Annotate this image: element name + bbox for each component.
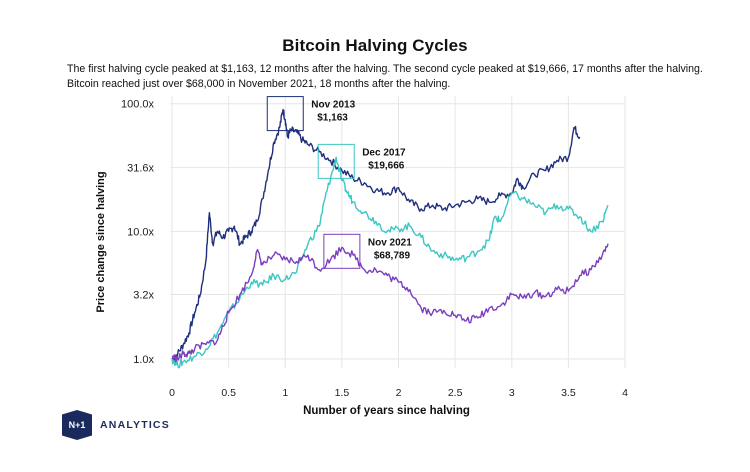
y-tick-label: 31.6x xyxy=(127,163,154,175)
chart-title: Bitcoin Halving Cycles xyxy=(282,36,468,55)
x-tick-label: 2.5 xyxy=(448,387,463,399)
x-tick-label: 3.5 xyxy=(561,387,576,399)
annotation-box xyxy=(266,96,304,132)
subtitle-line-1: The first halving cycle peaked at $1,163… xyxy=(67,63,703,75)
x-tick-label: 4 xyxy=(622,387,628,399)
annotation-label: Nov 2013 xyxy=(311,100,355,111)
chart-subtitle: The first halving cycle peaked at $1,163… xyxy=(67,62,727,92)
annotation-box xyxy=(317,143,355,179)
y-tick-label: 100.0x xyxy=(121,99,155,111)
annotation-label: Nov 2021 xyxy=(368,237,412,248)
brand-logo: N+1 ANALYTICS xyxy=(62,410,170,440)
x-tick-label: 0 xyxy=(169,387,175,399)
x-tick-label: 3 xyxy=(509,387,515,399)
x-axis-label: Number of years since halving xyxy=(303,405,470,417)
y-tick-label: 3.2x xyxy=(133,290,154,302)
series-line xyxy=(171,108,581,361)
annotation-label: Dec 2017 xyxy=(362,147,406,158)
series-line xyxy=(171,156,609,369)
subtitle-line-2: Bitcoin reached just over $68,000 in Nov… xyxy=(67,78,451,90)
y-axis-label: Price change since halving xyxy=(95,171,107,312)
annotation-value: $1,163 xyxy=(317,113,348,124)
annotation-value: $19,666 xyxy=(368,160,405,171)
series-line xyxy=(171,243,609,363)
x-tick-label: 0.5 xyxy=(221,387,236,399)
annotation-box xyxy=(323,233,361,269)
annotation-value: $68,789 xyxy=(374,250,411,261)
y-tick-label: 10.0x xyxy=(127,226,154,238)
brand-name: ANALYTICS xyxy=(100,419,170,431)
brand-mark: N+1 xyxy=(62,410,92,440)
x-tick-label: 1.5 xyxy=(335,387,350,399)
x-tick-label: 1 xyxy=(282,387,288,399)
x-tick-label: 2 xyxy=(396,387,402,399)
y-tick-label: 1.0x xyxy=(133,354,154,366)
